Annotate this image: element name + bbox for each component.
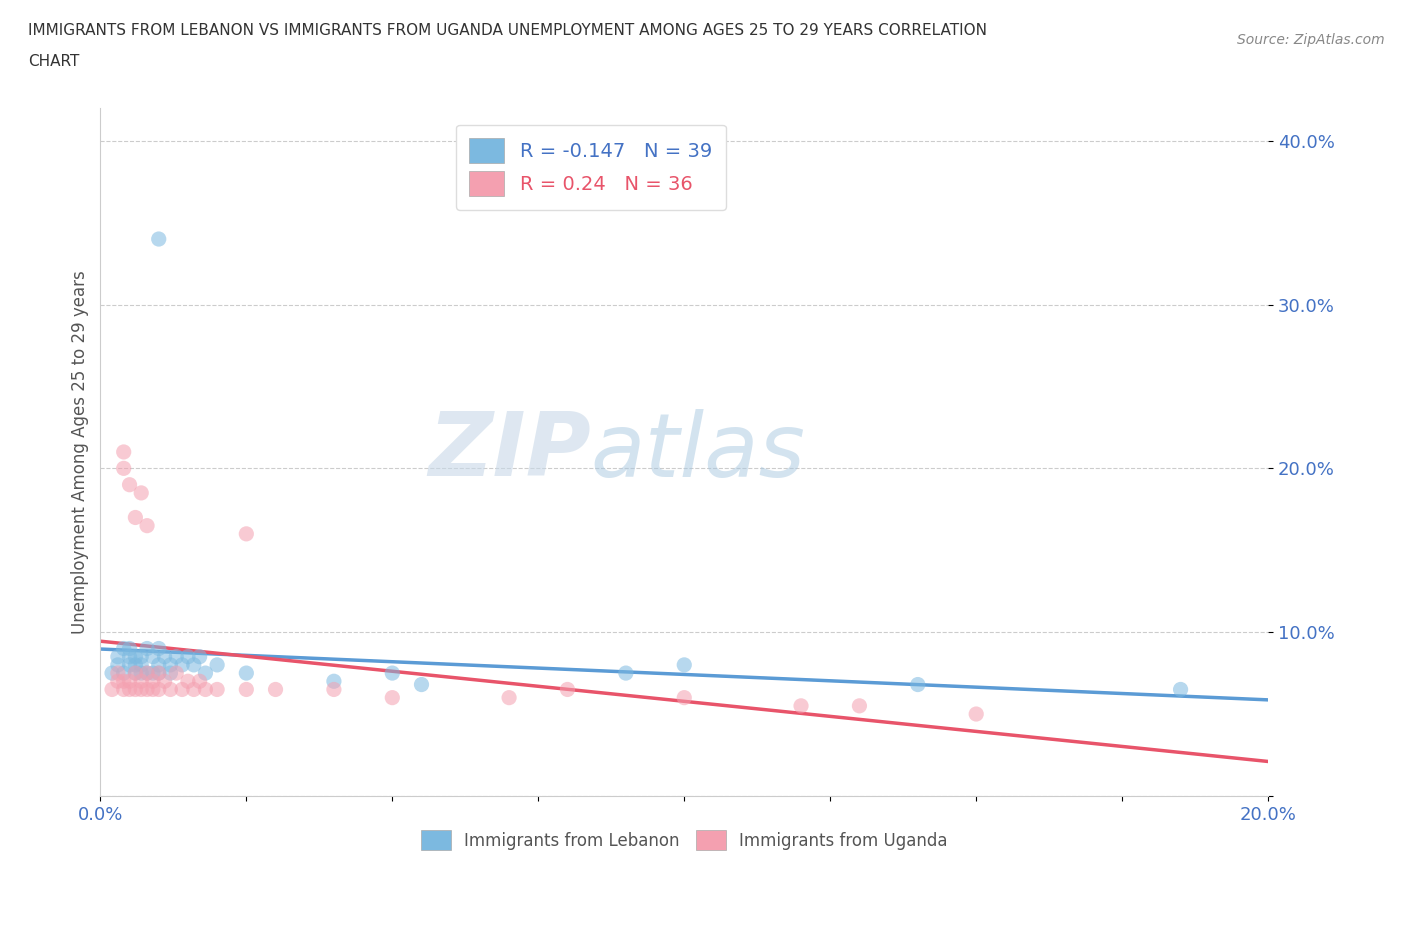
Point [183,682,205,697]
Point [153,649,176,664]
Point [614,666,637,681]
Point [177,674,200,689]
Point [148,641,170,656]
Point [136,666,159,681]
Y-axis label: Unemployment Among Ages 25 to 29 years: Unemployment Among Ages 25 to 29 years [72,270,89,634]
Point [107,666,129,681]
Point [264,682,287,697]
Point [136,518,159,533]
Point [124,666,146,681]
Point [188,649,211,664]
Point [148,666,170,681]
Point [101,666,124,681]
Point [142,649,165,664]
Point [118,641,141,656]
Point [136,666,159,681]
Point [322,674,344,689]
Text: CHART: CHART [28,54,80,69]
Point [107,649,129,664]
Point [557,682,579,697]
Point [118,477,141,492]
Point [129,682,152,697]
Point [112,674,135,689]
Point [1170,682,1192,697]
Point [165,666,187,681]
Point [159,666,181,681]
Text: atlas: atlas [591,409,806,495]
Point [148,232,170,246]
Point [673,658,696,672]
Point [411,677,433,692]
Point [165,649,187,664]
Point [124,658,146,672]
Point [142,674,165,689]
Point [136,641,159,656]
Point [136,682,159,697]
Point [129,658,152,672]
Point [194,682,217,697]
Point [107,674,129,689]
Point [118,649,141,664]
Point [159,682,181,697]
Point [322,682,344,697]
Point [235,526,257,541]
Point [153,674,176,689]
Point [172,682,194,697]
Point [112,461,135,476]
Point [177,649,200,664]
Point [205,658,228,672]
Point [142,682,165,697]
Point [129,485,152,500]
Point [235,682,257,697]
Point [188,674,211,689]
Point [965,707,987,722]
Point [101,682,124,697]
Legend: Immigrants from Lebanon, Immigrants from Uganda: Immigrants from Lebanon, Immigrants from… [413,824,955,857]
Point [107,658,129,672]
Point [848,698,870,713]
Point [172,658,194,672]
Point [124,682,146,697]
Point [790,698,813,713]
Text: ZIP: ZIP [427,408,591,496]
Text: Source: ZipAtlas.com: Source: ZipAtlas.com [1237,33,1385,46]
Point [148,682,170,697]
Point [124,666,146,681]
Point [112,682,135,697]
Point [142,666,165,681]
Point [498,690,520,705]
Point [124,510,146,525]
Point [118,682,141,697]
Point [112,445,135,459]
Point [183,658,205,672]
Point [129,674,152,689]
Text: IMMIGRANTS FROM LEBANON VS IMMIGRANTS FROM UGANDA UNEMPLOYMENT AMONG AGES 25 TO : IMMIGRANTS FROM LEBANON VS IMMIGRANTS FR… [28,23,987,38]
Point [673,690,696,705]
Point [235,666,257,681]
Point [159,658,181,672]
Point [907,677,929,692]
Point [205,682,228,697]
Point [118,674,141,689]
Point [194,666,217,681]
Point [148,658,170,672]
Point [129,649,152,664]
Point [381,690,404,705]
Point [148,666,170,681]
Point [118,658,141,672]
Point [129,666,152,681]
Point [112,641,135,656]
Point [381,666,404,681]
Point [124,649,146,664]
Point [112,666,135,681]
